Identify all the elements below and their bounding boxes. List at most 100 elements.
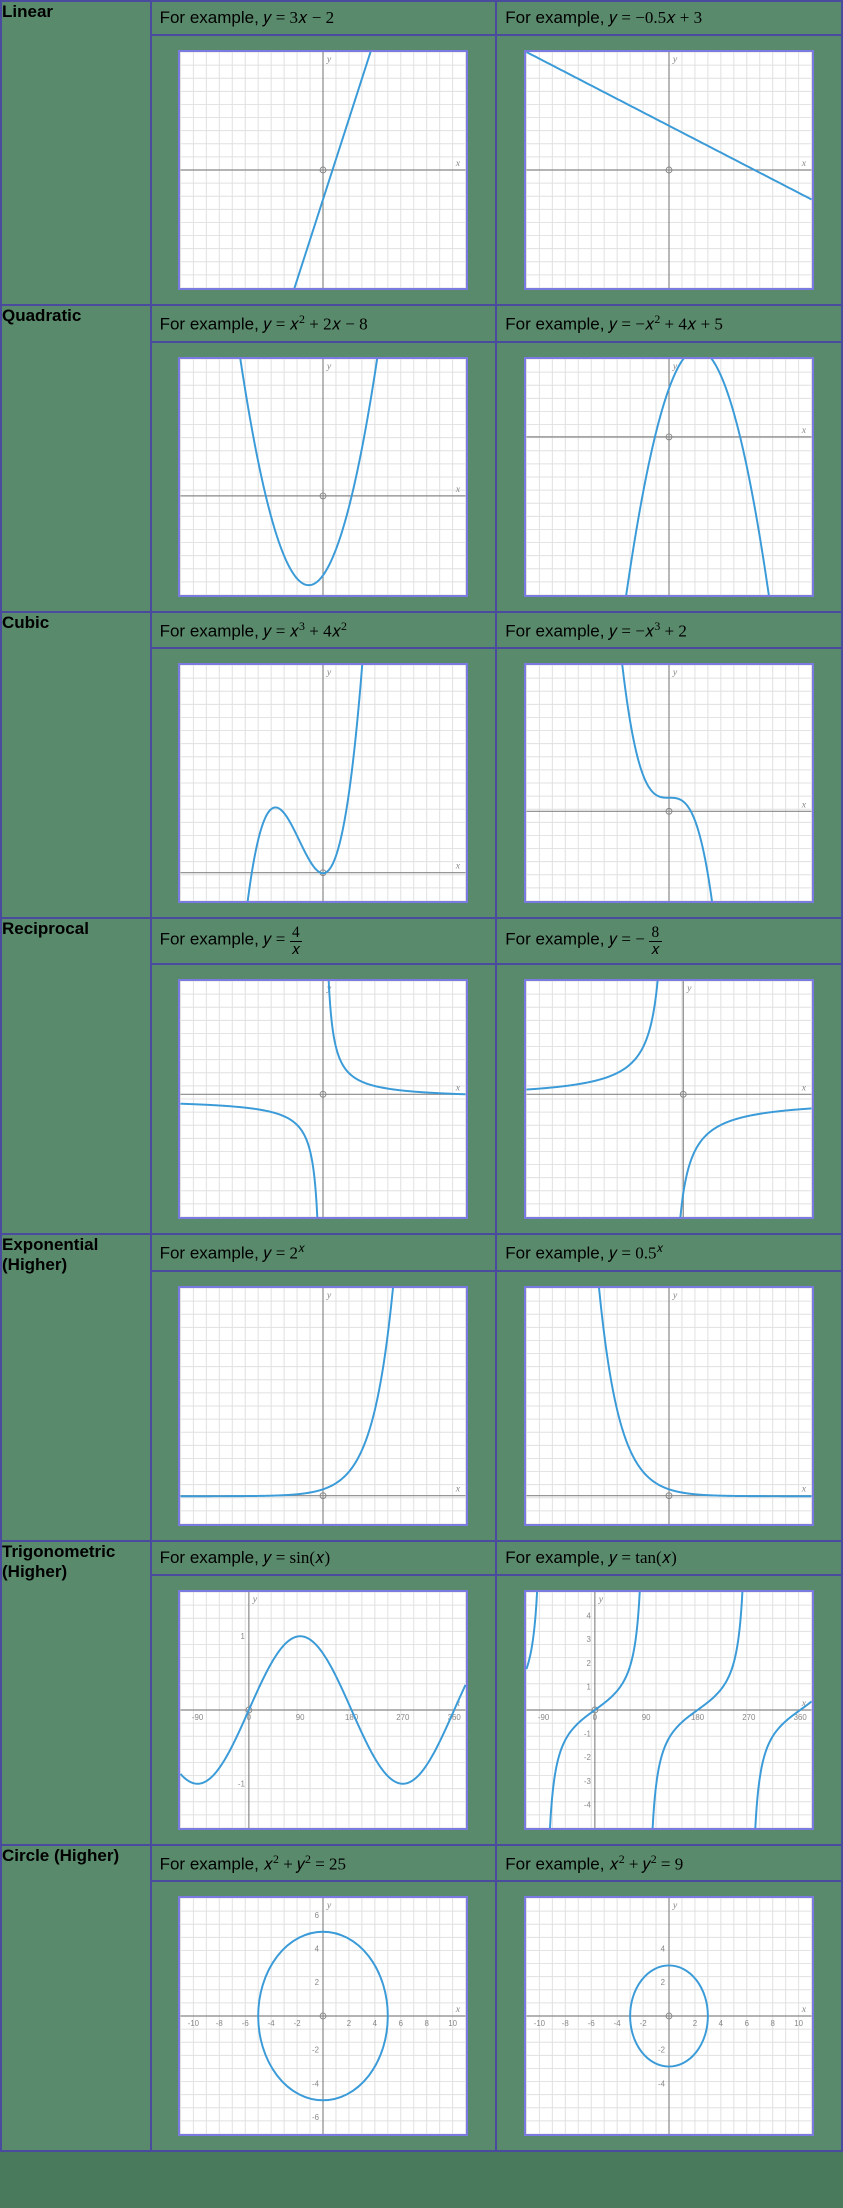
graph-panel: xy-90090180270360-11 <box>178 1590 468 1830</box>
graph-panel: xy <box>178 979 468 1219</box>
svg-text:2: 2 <box>661 1978 665 1987</box>
formula-text: For example, 𝑦 = 𝑥3 + 4𝑥2 <box>152 613 496 650</box>
example-cell: For example, 𝑦 = 𝑥3 + 4𝑥2 xy <box>151 612 497 919</box>
svg-text:x: x <box>455 484 461 495</box>
example-cell: For example, 𝑦 = −𝑥3 + 2xy <box>496 612 842 919</box>
example-cell: For example, 𝑦 = tan(𝑥)xy-90090180270360… <box>496 1541 842 1845</box>
graph-container: xy-10-8-6-4-2246810-4-224 <box>497 1882 841 2150</box>
svg-text:x: x <box>801 1082 807 1093</box>
svg-text:8: 8 <box>425 2019 430 2028</box>
graph-panel: xy-90090180270360-4-3-2-11234 <box>524 1590 814 1830</box>
svg-text:4: 4 <box>315 1945 320 1954</box>
graph-container: xy <box>497 1272 841 1540</box>
svg-text:y: y <box>672 54 678 65</box>
svg-text:-4: -4 <box>313 2080 321 2089</box>
svg-text:4: 4 <box>373 2019 378 2028</box>
graph-container: xy <box>497 36 841 304</box>
graph-panel: xy <box>524 50 814 290</box>
svg-text:-4: -4 <box>268 2019 276 2028</box>
svg-text:-10: -10 <box>188 2019 200 2028</box>
svg-text:x: x <box>455 1483 461 1494</box>
svg-text:4: 4 <box>719 2019 724 2028</box>
svg-text:-4: -4 <box>584 1800 592 1809</box>
graph-svg: xy <box>526 665 812 901</box>
formula-text: For example, 𝑦 = −0.5𝑥 + 3 <box>497 2 841 36</box>
row-label: Linear <box>1 1 151 305</box>
graph-container: xy <box>152 343 496 611</box>
formula-text: For example, 𝑦 = − 8𝑥 <box>497 919 841 965</box>
table-row: Circle (Higher)For example, 𝑥2 + 𝑦2 = 25… <box>1 1845 842 2152</box>
formula-text: For example, 𝑦 = 𝑥2 + 2𝑥 − 8 <box>152 306 496 343</box>
graph-container: xy <box>152 965 496 1233</box>
svg-text:-90: -90 <box>538 1712 550 1721</box>
graph-svg: xy <box>180 981 466 1217</box>
svg-text:x: x <box>455 158 461 169</box>
row-label: Exponential (Higher) <box>1 1234 151 1541</box>
svg-text:y: y <box>326 1289 332 1300</box>
graph-container: xy <box>497 965 841 1233</box>
svg-text:y: y <box>686 983 692 994</box>
svg-text:6: 6 <box>315 1911 320 1920</box>
example-cell: For example, 𝑦 = 2𝑥xy <box>151 1234 497 1541</box>
graph-svg: xy <box>526 359 812 595</box>
svg-text:-2: -2 <box>658 2046 665 2055</box>
graph-svg: xy-10-8-6-4-2246810-6-4-2246 <box>180 1898 466 2134</box>
svg-text:270: 270 <box>397 1712 411 1721</box>
formula-text: For example, 𝑦 = 0.5𝑥 <box>497 1235 841 1272</box>
svg-text:x: x <box>801 425 807 436</box>
svg-text:10: 10 <box>449 2019 458 2028</box>
svg-text:-2: -2 <box>294 2019 301 2028</box>
example-cell: For example, 𝑦 = −𝑥2 + 4𝑥 + 5 xy <box>496 305 842 612</box>
svg-text:-2: -2 <box>584 1753 591 1762</box>
graph-panel: xy <box>524 1286 814 1526</box>
svg-text:-3: -3 <box>584 1776 592 1785</box>
svg-text:x: x <box>801 158 807 169</box>
graph-panel: xy <box>178 663 468 903</box>
function-types-table: LinearFor example, 𝑦 = 3𝑥 − 2xyFor examp… <box>0 0 843 2152</box>
row-label: Circle (Higher) <box>1 1845 151 2152</box>
graph-container: xy-90090180270360-4-3-2-11234 <box>497 1576 841 1844</box>
svg-text:1: 1 <box>587 1682 591 1691</box>
graph-panel: xy-10-8-6-4-2246810-6-4-2246 <box>178 1896 468 2136</box>
svg-text:x: x <box>455 2004 461 2015</box>
graph-container: xy <box>152 36 496 304</box>
graph-container: xy <box>152 1272 496 1540</box>
svg-text:x: x <box>801 800 807 811</box>
example-cell: For example, 𝑦 = sin(𝑥)xy-90090180270360… <box>151 1541 497 1845</box>
graph-container: xy-90090180270360-11 <box>152 1576 496 1844</box>
svg-text:y: y <box>326 1900 332 1911</box>
svg-text:2: 2 <box>347 2019 351 2028</box>
svg-text:-4: -4 <box>658 2080 666 2089</box>
graph-panel: xy <box>524 357 814 597</box>
row-label: Quadratic <box>1 305 151 612</box>
svg-text:0: 0 <box>593 1712 598 1721</box>
svg-text:90: 90 <box>642 1712 651 1721</box>
svg-text:-1: -1 <box>238 1779 245 1788</box>
svg-text:x: x <box>455 861 461 872</box>
graph-panel: xy <box>178 357 468 597</box>
graph-svg: xy <box>526 1288 812 1524</box>
formula-text: For example, 𝑥2 + 𝑦2 = 9 <box>497 1846 841 1883</box>
formula-text: For example, 𝑦 = 3𝑥 − 2 <box>152 2 496 36</box>
table-row: Trigonometric (Higher)For example, 𝑦 = s… <box>1 1541 842 1845</box>
example-cell: For example, 𝑦 = − 8𝑥xy <box>496 918 842 1234</box>
example-cell: For example, 𝑥2 + 𝑦2 = 9xy-10-8-6-4-2246… <box>496 1845 842 2152</box>
table-row: CubicFor example, 𝑦 = 𝑥3 + 4𝑥2 xyFor exam… <box>1 612 842 919</box>
svg-text:-8: -8 <box>216 2019 224 2028</box>
graph-panel: xy <box>524 979 814 1219</box>
graph-container: xy-10-8-6-4-2246810-6-4-2246 <box>152 1882 496 2150</box>
svg-text:10: 10 <box>794 2019 803 2028</box>
svg-text:8: 8 <box>771 2019 776 2028</box>
svg-text:y: y <box>598 1593 604 1604</box>
svg-text:x: x <box>801 1483 807 1494</box>
svg-text:-4: -4 <box>614 2019 622 2028</box>
svg-text:-8: -8 <box>562 2019 570 2028</box>
table-row: QuadraticFor example, 𝑦 = 𝑥2 + 2𝑥 − 8xyF… <box>1 305 842 612</box>
row-label: Cubic <box>1 612 151 919</box>
formula-text: For example, 𝑦 = −𝑥2 + 4𝑥 + 5 <box>497 306 841 343</box>
svg-text:2: 2 <box>315 1978 319 1987</box>
svg-text:-90: -90 <box>192 1712 204 1721</box>
graph-svg: xy <box>180 1288 466 1524</box>
svg-text:6: 6 <box>399 2019 404 2028</box>
svg-text:-2: -2 <box>640 2019 647 2028</box>
